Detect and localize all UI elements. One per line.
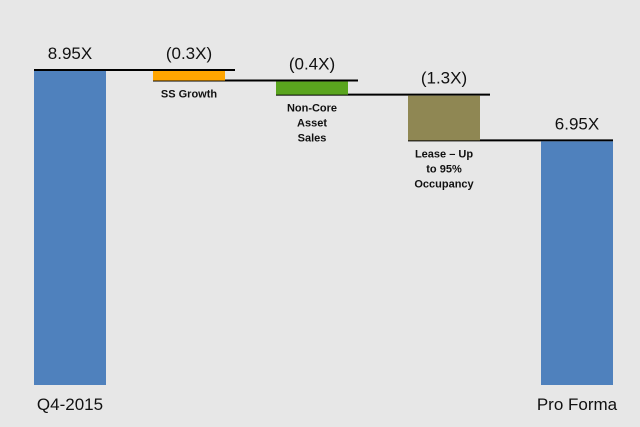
bar <box>34 71 106 385</box>
data-label: 6.95X <box>555 114 599 133</box>
category-label: Q4-2015 <box>37 395 103 414</box>
category-label: Pro Forma <box>537 395 618 414</box>
data-label: (0.4X) <box>289 55 335 74</box>
bar <box>153 71 225 81</box>
data-label: (0.3X) <box>166 44 212 63</box>
bar <box>276 81 348 95</box>
bar <box>541 141 613 385</box>
data-label: 8.95X <box>48 44 92 63</box>
category-label: Lease – Up <box>415 148 473 160</box>
data-label: (1.3X) <box>421 69 467 88</box>
category-label: SS Growth <box>161 89 218 101</box>
category-label: Sales <box>298 133 327 145</box>
category-label: to 95% <box>426 163 462 175</box>
category-label: Asset <box>297 118 327 130</box>
category-label: Non-Core <box>287 103 337 115</box>
bar <box>408 95 480 141</box>
category-label: Occupancy <box>414 178 474 190</box>
